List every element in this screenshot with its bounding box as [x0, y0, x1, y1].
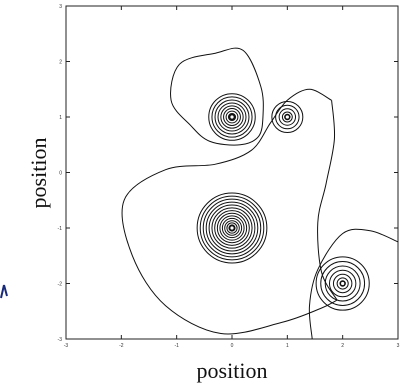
peak-highlight	[230, 115, 234, 119]
contour-ring	[336, 277, 349, 290]
contour-ring	[219, 215, 245, 241]
contour-ring	[281, 111, 293, 123]
edge-mark	[0, 284, 8, 299]
axis-ticks: -3 -2 -1 0 1 2 3 3 2 1 0 -1 -2 -3	[58, 4, 400, 349]
contour-ring	[208, 93, 256, 141]
contour-ring	[199, 195, 265, 261]
contour-ring	[278, 108, 297, 126]
contour-ring	[324, 265, 361, 302]
contour-lines	[121, 47, 399, 340]
x-tick-label: 1	[286, 343, 289, 349]
x-tick-label: -3	[64, 343, 69, 349]
contour-loop-upper	[170, 47, 264, 146]
contour-ring	[208, 204, 256, 252]
x-tick-label: 0	[231, 343, 234, 349]
contour-ring	[214, 210, 250, 246]
contour-ring	[227, 112, 237, 122]
contour-ring	[214, 99, 250, 135]
contour-outer-right	[317, 100, 338, 301]
y-axis-title: position	[26, 138, 51, 209]
x-tick-label: -1	[174, 343, 179, 349]
y-tick-label: 2	[59, 60, 62, 66]
x-axis-title: position	[197, 358, 268, 383]
y-tick-label: 0	[59, 171, 62, 177]
x-tick-label: 2	[341, 343, 344, 349]
contour-ring	[202, 198, 262, 258]
y-tick-label: 1	[59, 115, 62, 121]
contour-ring	[328, 269, 357, 298]
contour-ring	[220, 105, 244, 129]
contour-ring	[211, 96, 253, 138]
contour-ring	[221, 217, 243, 239]
contour-ring	[320, 261, 366, 306]
contour-ring	[223, 108, 241, 126]
peak-highlight	[230, 226, 234, 230]
contour-ring	[226, 222, 238, 234]
y-tick-label: -1	[58, 226, 63, 232]
contour-ring	[211, 207, 253, 249]
contour-ring	[225, 110, 239, 124]
contour-ring	[224, 220, 240, 236]
x-tick-label: 3	[397, 343, 400, 349]
contour-ring	[275, 104, 300, 130]
peak-highlight	[341, 281, 345, 286]
y-tick-label: 3	[59, 4, 62, 10]
peak-highlight	[285, 115, 289, 119]
contour-ring	[196, 192, 268, 264]
contour-ring	[332, 273, 353, 294]
contour-ring	[217, 102, 247, 132]
contour-outer-left	[121, 88, 338, 335]
y-tick-label: -2	[58, 282, 63, 288]
contour-ring	[216, 212, 248, 244]
contour-lower-right	[308, 228, 399, 340]
x-tick-label: -2	[119, 343, 124, 349]
contour-ring	[271, 100, 304, 134]
contour-ring	[205, 201, 259, 255]
y-tick-label: -3	[58, 337, 63, 343]
contour-ring	[315, 256, 370, 311]
